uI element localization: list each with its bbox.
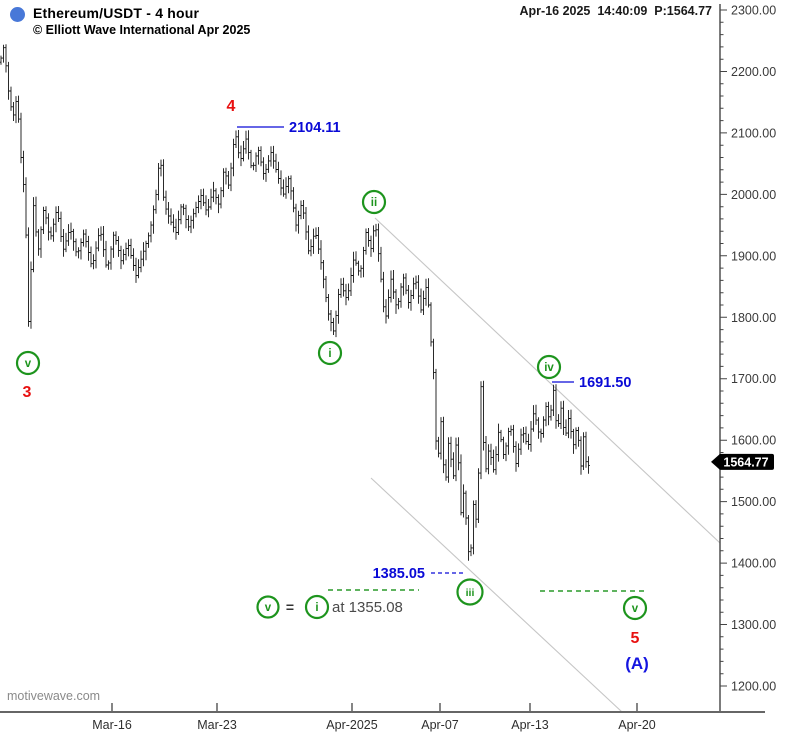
copyright-label: © Elliott Wave International Apr 2025 [33,23,251,37]
last-price-tag-box [719,453,774,470]
y-axis-label: 2000.00 [731,188,776,202]
last-price-tag-arrow [711,453,720,470]
wave-letter-v: v [265,602,272,614]
wave-letter-v: v [25,358,32,370]
wave-letter-iii: iii [466,587,475,599]
y-axis-label: 1700.00 [731,372,776,386]
y-axis-label: 1200.00 [731,680,776,694]
wave-label-4: 4 [227,98,236,115]
y-axis-ticks [720,9,727,687]
wave-circle-v [15,350,41,376]
wave-circle-v [622,595,648,621]
x-axis-label: Apr-13 [511,718,549,732]
wave-letter-ii: ii [371,197,377,209]
y-axis-label: 1900.00 [731,249,776,263]
wave-label-3: 3 [23,384,32,401]
wave-letter-i: i [328,348,331,360]
x-axis-label: Apr-2025 [326,718,377,732]
wave-circle-ii [361,189,387,215]
wave-label-5: 5 [631,630,640,647]
wave-letter-v: v [632,603,639,615]
wave-letter-i: i [315,602,318,614]
last-price-tag: 1564.77 [711,453,774,470]
chart-header: Ethereum/USDT - 4 hour © Elliott Wave In… [10,5,250,39]
y-axis-label: 2300.00 [731,4,776,18]
target-note-text: at 1355.08 [332,599,403,616]
y-axis-scale[interactable]: 2300.00 2200.00 2100.00 2000.00 1900.00 1800.… [731,4,776,694]
price-callout-2104.11: 2104.11 [289,120,341,136]
x-axis-label: Apr-07 [421,718,459,732]
chart-title: Ethereum/USDT - 4 hour [33,5,200,21]
last-price-tag-value: 1564.77 [723,455,768,469]
x-axis-label: Mar-16 [92,718,132,732]
wave-circle-iii [456,578,484,606]
y-axis-label: 2100.00 [731,126,776,140]
target-note-equals: = [286,599,294,615]
wave-circle-iv [536,354,562,380]
y-axis-label: 2200.00 [731,65,776,79]
wave-circle-v [256,595,280,619]
wave-label-(A): (A) [625,654,649,673]
y-axis-label: 1500.00 [731,495,776,509]
y-axis-label: 1800.00 [731,311,776,325]
wave-circle-i [304,594,330,620]
channel-line-1 [374,217,721,544]
price-callout-1385.05: 1385.05 [373,566,425,582]
channel-line-2 [370,477,623,713]
crosshair-timestamp: Apr-16 2025 14:40:09 P:1564.77 [519,4,713,18]
y-axis-label: 1300.00 [731,618,776,632]
wave-letter-iv: iv [544,362,554,374]
price-callout-1691.50: 1691.50 [579,375,631,391]
instrument-bullet-icon [10,7,25,22]
wave-circle-i [317,340,343,366]
y-axis-label: 1600.00 [731,434,776,448]
x-axis-label: Apr-20 [618,718,656,732]
y-axis-label: 1400.00 [731,557,776,571]
x-axis-label: Mar-23 [197,718,237,732]
x-axis-scale[interactable]: Mar-16 Mar-23 Apr-2025 Apr-07 Apr-13 Apr-20 [92,718,656,732]
ohlc-price-bars [0,44,590,561]
x-axis-ticks [111,703,638,711]
watermark: motivewave.com [7,689,101,703]
